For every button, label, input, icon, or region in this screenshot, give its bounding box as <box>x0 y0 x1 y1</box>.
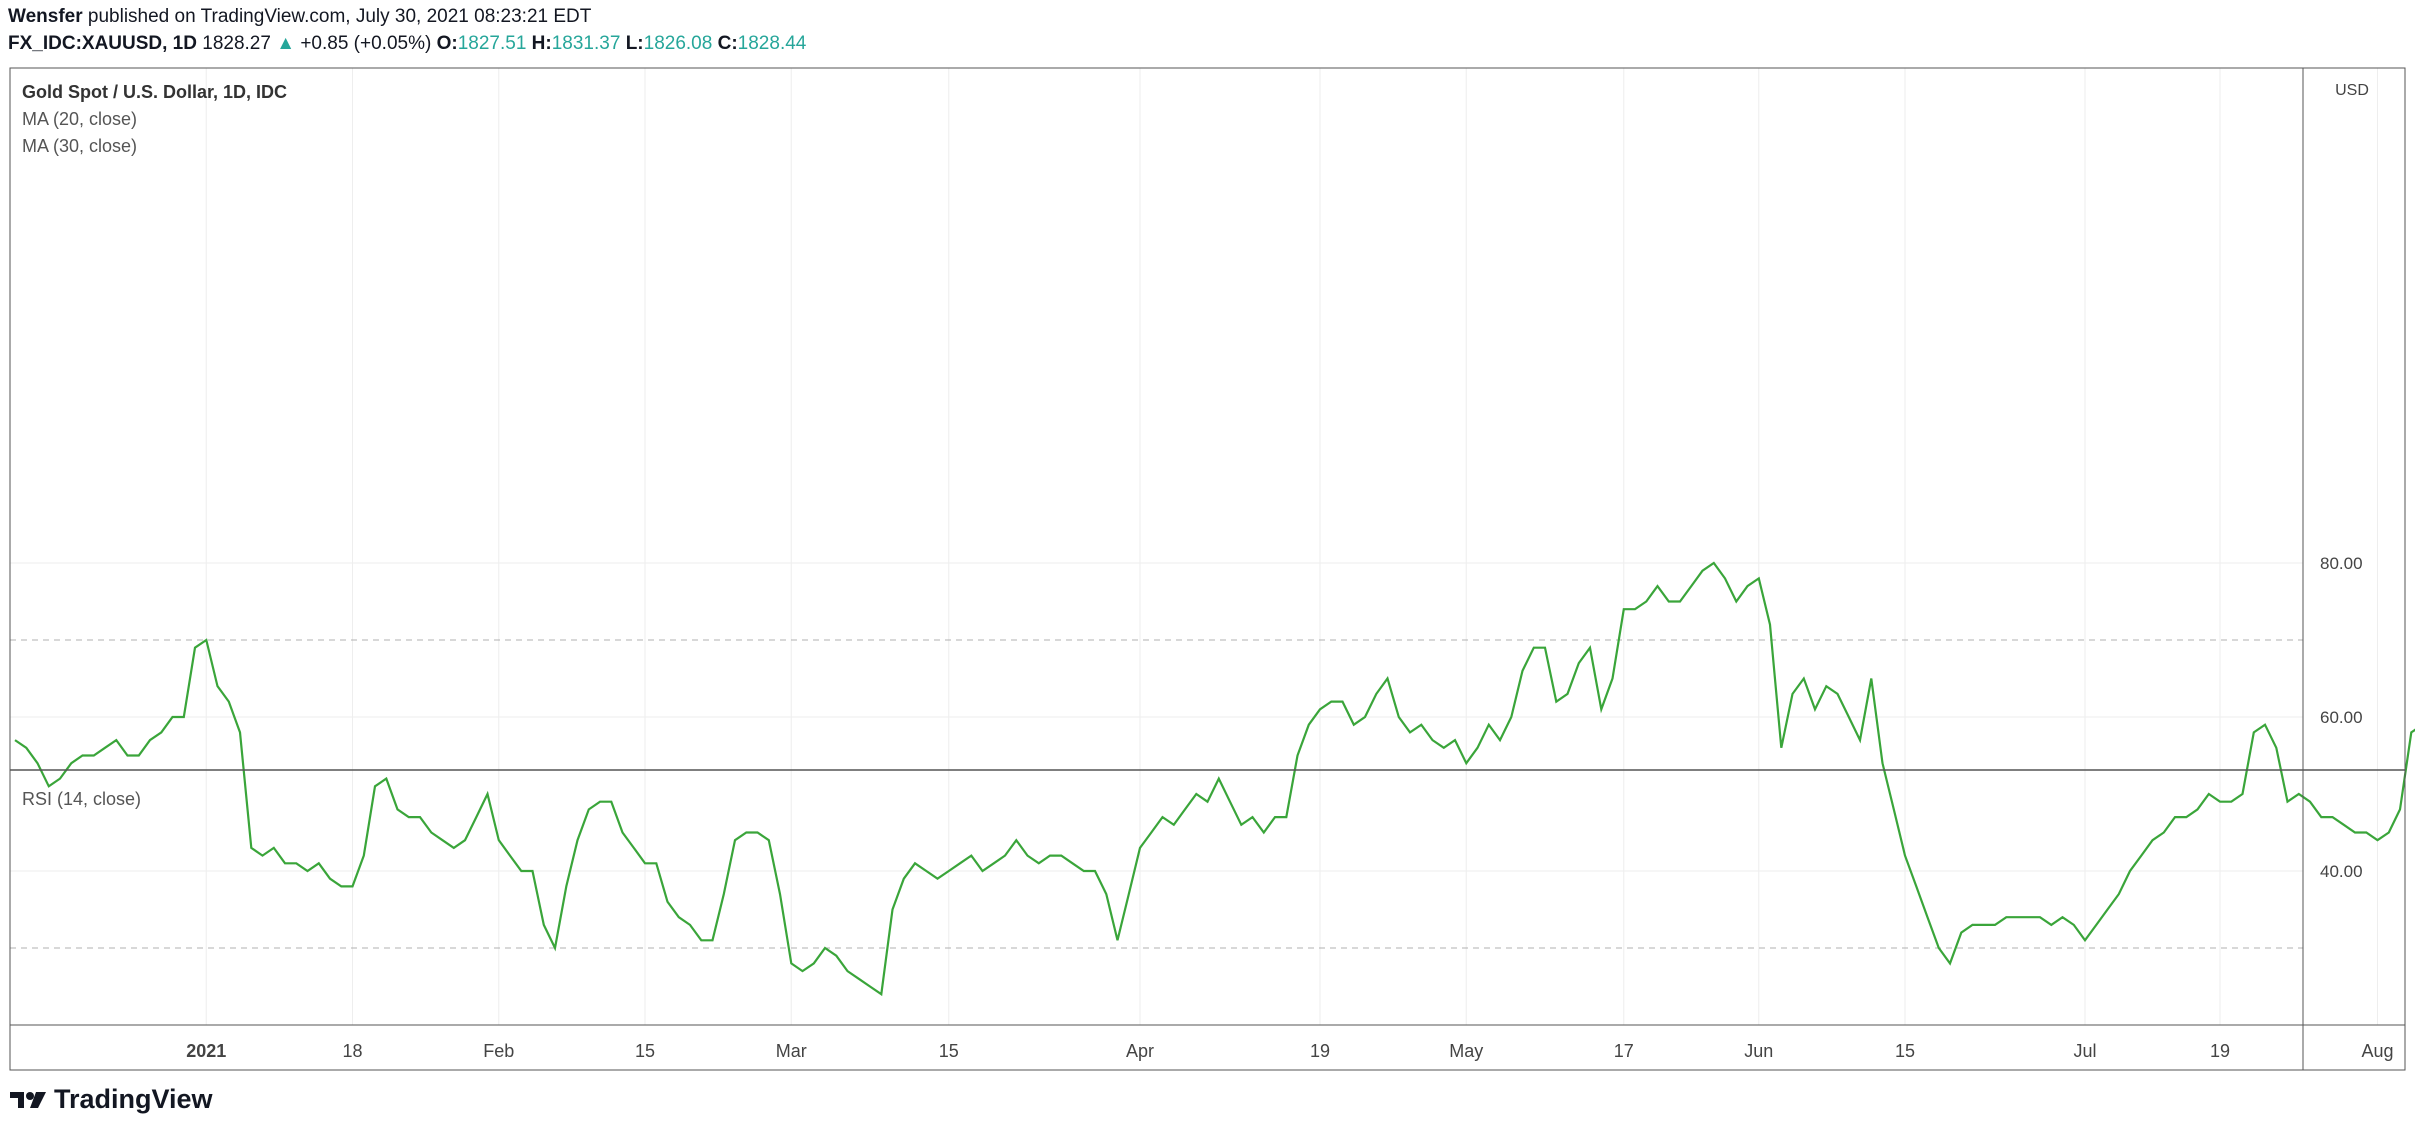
high-value: 1831.37 <box>551 33 621 54</box>
rsi-tick-label: 60.00 <box>2320 708 2363 727</box>
x-tick-label: Jul <box>2073 1041 2096 1061</box>
tradingview-icon <box>10 1091 46 1108</box>
tradingview-logo[interactable]: TradingView <box>10 1084 213 1115</box>
x-tick-label: 2021 <box>186 1041 226 1061</box>
publish-info: Wensfer published on TradingView.com, Ju… <box>8 6 591 28</box>
outer-frame <box>9 67 2406 1071</box>
x-tick-label: May <box>1449 1041 1483 1061</box>
x-tick-label: 15 <box>939 1041 959 1061</box>
high-label: H: <box>531 33 552 54</box>
x-tick-label: 17 <box>1614 1041 1634 1061</box>
last-price: 1828.27 <box>202 33 271 54</box>
x-tick-label: Feb <box>483 1041 514 1061</box>
low-label: L: <box>625 33 644 54</box>
x-tick-label: Mar <box>776 1041 807 1061</box>
x-tick-label: 19 <box>1310 1041 1330 1061</box>
open-value: 1827.51 <box>457 33 527 54</box>
chart-frame <box>9 67 2406 1071</box>
rsi-tick-label: 40.00 <box>2320 862 2363 881</box>
x-tick-label: Apr <box>1126 1041 1154 1061</box>
publisher-name[interactable]: Wensfer <box>8 6 83 27</box>
legend-ma20[interactable]: MA (20, close) <box>22 109 138 129</box>
currency-label: USD <box>2335 82 2369 99</box>
symbol-name: FX_IDC:XAUUSD, 1D <box>8 33 197 54</box>
change-arrow-icon: ▲ <box>276 33 296 54</box>
brand-name: TradingView <box>54 1084 213 1114</box>
chart-title: Gold Spot / U.S. Dollar, 1D, IDC <box>22 82 288 102</box>
close-label: C: <box>717 33 738 54</box>
open-label: O: <box>436 33 458 54</box>
axes-layer: USD 40.00 60.00 80.00 2021 18 Feb 15 Mar 15 Apr 19 M… <box>186 82 2393 1061</box>
rsi-tick-label: 80.00 <box>2320 554 2363 573</box>
legend-rsi[interactable]: RSI (14, close) <box>22 789 142 809</box>
x-tick-label: 15 <box>635 1041 655 1061</box>
price-change: +0.85 (+0.05%) <box>300 33 432 54</box>
x-tick-label: Jun <box>1744 1041 1773 1061</box>
rsi-line <box>14 561 2415 997</box>
x-tick-label: Aug <box>2361 1041 2393 1061</box>
grid-lines <box>10 68 2378 1025</box>
published-text: published on TradingView.com, July 30, 2… <box>87 6 592 27</box>
low-value: 1826.08 <box>643 33 713 54</box>
symbol-info: FX_IDC:XAUUSD, 1D 1828.27 ▲ +0.85 (+0.05… <box>8 33 806 55</box>
rsi-layer <box>14 561 2415 997</box>
x-tick-label: 18 <box>342 1041 362 1061</box>
legend-ma30[interactable]: MA (30, close) <box>22 136 138 156</box>
x-tick-label: 19 <box>2210 1041 2230 1061</box>
rsi-bands <box>10 639 2303 949</box>
x-tick-label: 15 <box>1895 1041 1915 1061</box>
close-value: 1828.44 <box>737 33 807 54</box>
